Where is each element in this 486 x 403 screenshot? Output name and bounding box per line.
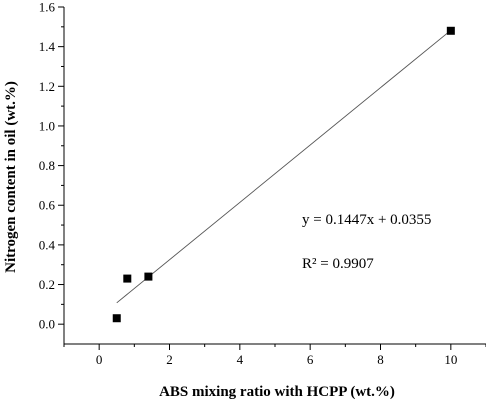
data-points	[112, 26, 455, 323]
y-axis-title: Nitrogen content in oil (wt.%)	[3, 81, 19, 273]
x-axis-ticks: 0 2 4 6 8 10	[63, 344, 486, 367]
data-point-square	[446, 26, 455, 35]
x-tick-label: 6	[307, 352, 314, 367]
x-tick-label: 4	[237, 352, 244, 367]
y-tick-label: 0.2	[39, 277, 55, 292]
data-point-square	[144, 272, 153, 281]
r-squared-annotation: R² = 0.9907	[302, 256, 374, 272]
plot-frame	[63, 7, 486, 345]
x-tick-label: 8	[377, 352, 384, 367]
y-tick-label: 1.2	[39, 79, 55, 94]
y-tick-label: 0.0	[39, 317, 55, 332]
x-axis-title: ABS mixing ratio with HCPP (wt.%)	[159, 384, 395, 400]
x-tick-label: 0	[96, 352, 103, 367]
data-point-square	[123, 274, 132, 283]
linear-fit-line	[116, 29, 452, 304]
y-tick-label: 1.4	[39, 39, 56, 54]
y-tick-label: 0.4	[39, 237, 56, 252]
data-point-square	[112, 314, 121, 323]
y-tick-label: 1.6	[39, 0, 56, 15]
y-tick-label: 1.0	[39, 118, 55, 133]
fit-line-group	[116, 29, 452, 304]
y-tick-label: 0.8	[39, 158, 55, 173]
x-tick-label: 2	[166, 352, 173, 367]
x-tick-label: 10	[444, 352, 457, 367]
fit-equation-annotation: y = 0.1447x + 0.0355	[302, 212, 431, 228]
y-tick-label: 0.6	[39, 198, 56, 213]
y-axis-ticks: 0.0 0.2 0.4 0.6 0.8 1.0 1.2 1.4 1.6	[39, 0, 64, 332]
